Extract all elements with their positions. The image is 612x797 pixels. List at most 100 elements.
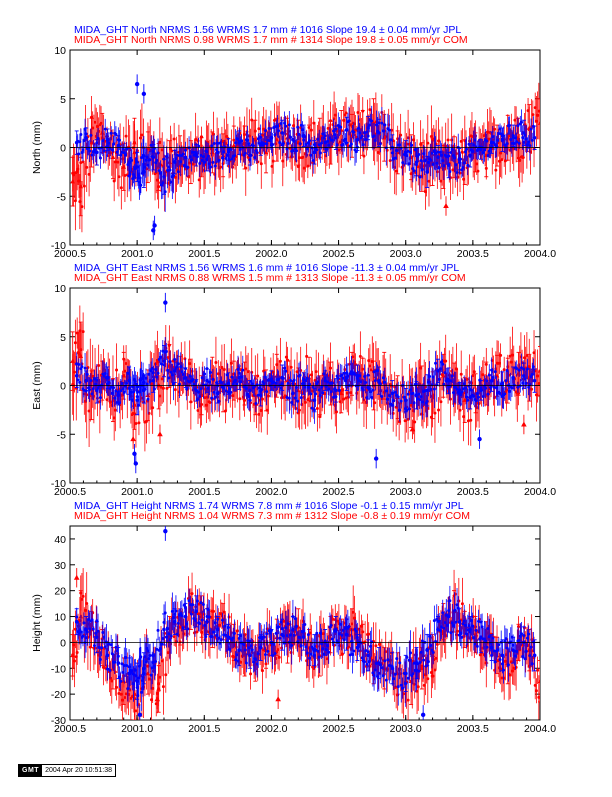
data-point	[297, 166, 299, 168]
data-point	[75, 374, 79, 378]
data-point	[323, 379, 327, 383]
data-point	[231, 376, 233, 378]
data-point	[184, 155, 188, 159]
data-point	[161, 149, 163, 151]
data-point	[421, 169, 423, 171]
data-point	[155, 162, 157, 164]
data-point	[511, 354, 513, 356]
data-point	[400, 400, 402, 402]
data-point	[156, 376, 158, 378]
data-point	[110, 386, 112, 388]
data-point	[388, 395, 390, 397]
data-point	[444, 372, 446, 374]
data-point	[227, 382, 231, 386]
data-point	[514, 137, 516, 139]
data-point	[213, 142, 215, 144]
data-point	[118, 176, 120, 178]
data-point	[455, 368, 457, 370]
x-tick-label: 2002.0	[255, 723, 287, 735]
data-point	[467, 164, 469, 166]
data-point	[510, 138, 512, 140]
data-point	[434, 669, 436, 671]
data-point	[528, 141, 530, 143]
data-point	[180, 161, 182, 163]
panel-height: MIDA_GHT Height NRMS 1.74 WRMS 7.8 mm # …	[31, 500, 556, 735]
data-point	[498, 133, 500, 135]
data-point	[102, 139, 104, 141]
data-point	[239, 398, 241, 400]
data-point	[176, 154, 178, 156]
data-point	[357, 111, 359, 113]
data-point	[439, 151, 441, 153]
data-point	[393, 399, 395, 401]
data-point	[529, 145, 531, 147]
data-point	[343, 119, 345, 121]
y-tick-label: 0	[60, 143, 66, 155]
data-point	[216, 392, 220, 396]
data-point	[165, 674, 167, 676]
data-point	[366, 386, 370, 390]
x-tick-label: 2001.0	[121, 248, 153, 260]
data-point	[256, 151, 258, 153]
data-point	[451, 375, 453, 377]
data-point	[466, 378, 468, 380]
y-tick-label: 5	[60, 332, 66, 344]
data-point	[112, 386, 114, 388]
data-point	[271, 165, 273, 167]
data-point	[166, 369, 168, 371]
data-point	[297, 400, 299, 402]
data-point	[283, 367, 285, 369]
data-point	[404, 420, 406, 422]
data-point	[382, 130, 384, 132]
data-point	[533, 379, 537, 383]
data-point	[221, 157, 223, 159]
data-point	[488, 150, 490, 152]
data-point	[162, 359, 166, 363]
data-point	[356, 374, 360, 378]
plot-area	[70, 526, 542, 720]
data-point	[345, 112, 347, 114]
data-point	[120, 390, 122, 392]
data-point	[121, 151, 123, 153]
data-point	[369, 108, 371, 110]
data-point	[100, 130, 105, 134]
data-point	[159, 172, 161, 174]
data-point	[286, 396, 288, 398]
data-point	[169, 169, 171, 171]
data-point	[482, 374, 484, 376]
data-point	[458, 392, 462, 396]
data-point	[368, 360, 370, 362]
data-point	[194, 154, 198, 158]
data-point	[205, 157, 209, 161]
data-point	[170, 181, 172, 183]
data-point	[194, 389, 198, 393]
data-point	[201, 159, 203, 161]
data-point	[329, 137, 331, 139]
data-point	[200, 154, 202, 156]
data-point	[501, 159, 503, 161]
data-point	[464, 387, 466, 389]
data-point	[434, 152, 436, 154]
data-point	[114, 161, 116, 163]
data-point	[302, 134, 306, 138]
data-point	[103, 375, 105, 377]
data-point	[115, 369, 117, 371]
data-point	[427, 142, 429, 144]
data-point	[538, 121, 543, 125]
data-point	[259, 143, 263, 147]
data-point	[432, 163, 434, 165]
y-tick-label: -5	[57, 429, 66, 441]
data-point	[218, 624, 220, 626]
data-point	[360, 381, 362, 383]
data-point	[307, 386, 309, 388]
data-point	[447, 379, 451, 383]
data-point	[404, 151, 408, 155]
data-point	[288, 124, 290, 126]
data-point	[242, 369, 244, 371]
data-point	[368, 633, 370, 635]
data-point	[342, 143, 344, 145]
x-tick-label: 2001.5	[188, 723, 220, 735]
y-tick-label: 30	[54, 560, 66, 572]
x-tick-label: 2003.0	[390, 486, 422, 498]
data-point	[231, 158, 233, 160]
